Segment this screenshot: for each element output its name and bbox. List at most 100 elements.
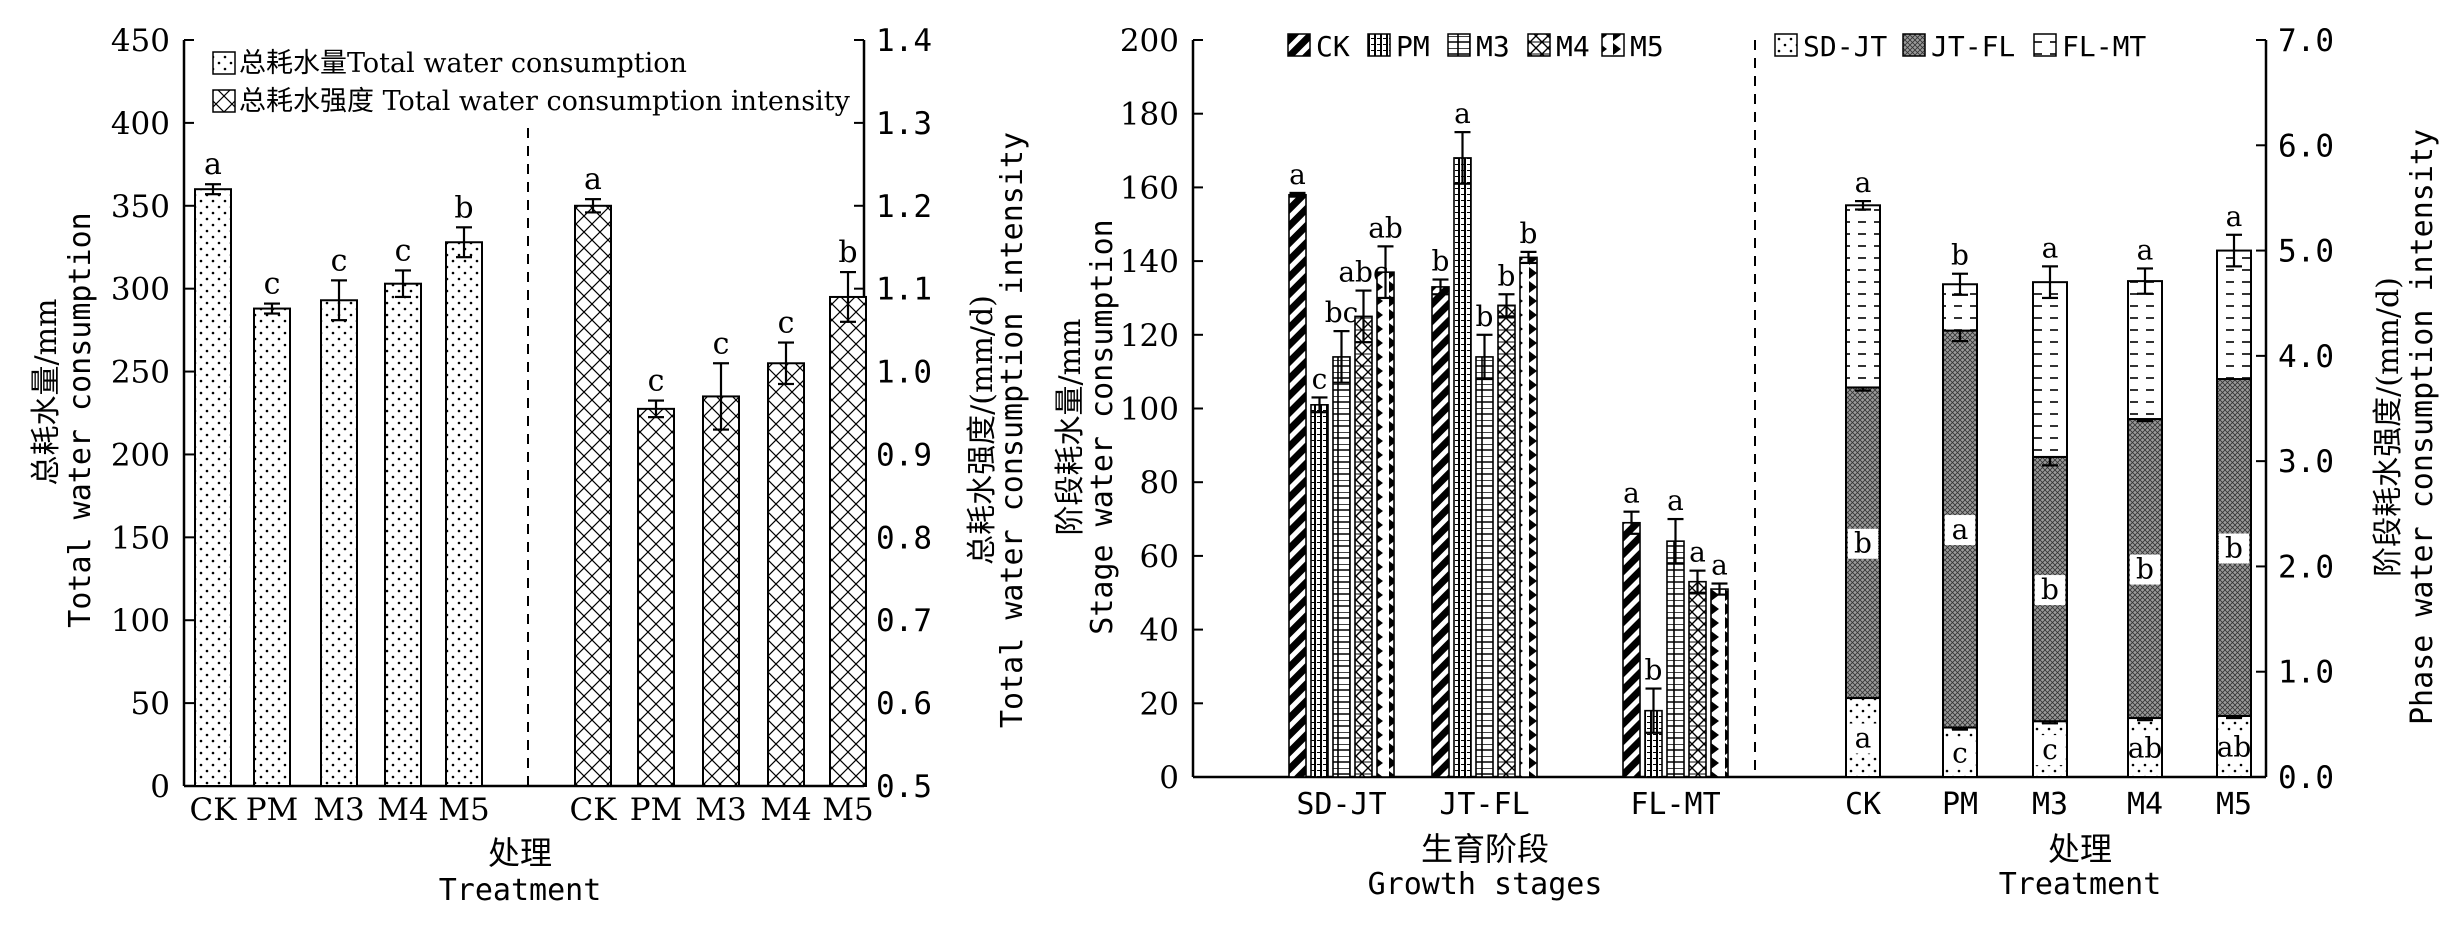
treatment-xlabel-cn: 处理	[2048, 830, 2112, 868]
significance-letter: b	[2225, 531, 2243, 564]
significance-letter: a	[1689, 536, 1706, 569]
left-y-tick-label: 250	[111, 355, 170, 391]
growth-stage-tick-label: FL-MT	[1630, 787, 1720, 822]
right-y2-tick-label: 6.0	[2278, 128, 2334, 164]
legend-label-m3: M3	[1476, 30, 1510, 63]
left-y-tick-label: 400	[111, 106, 170, 142]
left-x-tick-label: M5	[438, 792, 489, 828]
significance-letter: a	[1711, 549, 1728, 582]
left-y-tick-label: 50	[131, 686, 170, 722]
legend-swatch-ck	[1287, 33, 1311, 57]
left-y-tick-label: 150	[111, 520, 170, 556]
significance-letter: b	[1520, 217, 1538, 250]
left-y2label-en: Total water consumption intensity	[995, 132, 1030, 728]
bar-m5-fl-mt	[1710, 588, 1729, 778]
right-y-tick-label: 180	[1120, 97, 1179, 133]
left-y2-tick-label: 1.4	[876, 23, 932, 59]
letter-background	[1848, 723, 1878, 754]
letter-background	[2219, 732, 2249, 763]
treatment-tick-label: M5	[2216, 787, 2252, 822]
significance-letter: ab	[2128, 732, 2163, 765]
significance-letter: c	[1952, 736, 1968, 769]
bar-total-water-pm	[253, 307, 291, 787]
left-x-tick-label: PM	[630, 792, 683, 828]
left-y2-tick-label: 0.6	[876, 686, 932, 722]
significance-letter: b	[1854, 527, 1872, 560]
significance-letter: a	[1855, 722, 1872, 755]
significance-letter: a	[2226, 200, 2243, 233]
left-y-tick-label: 100	[111, 603, 170, 639]
significance-letter: c	[778, 306, 795, 341]
growth-stage-tick-label: JT-FL	[1439, 787, 1529, 822]
bar-m3-fl-mt	[1666, 540, 1685, 778]
significance-letter: bc	[1325, 296, 1359, 329]
bar-m4-sd-jt	[1354, 315, 1373, 778]
left-y2-tick-label: 0.8	[876, 520, 932, 556]
left-xlabel-en: Treatment	[439, 873, 602, 908]
right-ylabel-en: Stage water consumption	[1085, 219, 1120, 634]
left-y2-tick-label: 0.7	[876, 603, 932, 639]
bar-m3-sd-jt	[1332, 356, 1351, 778]
left-y2-tick-label: 1.1	[876, 272, 932, 308]
legend-label-fl-mt: FL-MT	[2062, 30, 2146, 63]
bar-m3-jt-fl	[1475, 356, 1494, 778]
bar-ck-jt-fl	[1431, 286, 1450, 778]
right-y-tick-label: 200	[1120, 23, 1179, 59]
left-panel: 0 50 100 150 200 250 300 350 400 450 0.5 0.6 0.7 0.8 0…	[111, 23, 932, 828]
stack-fl-mt-ck	[1845, 204, 1881, 389]
growth-stage-tick-label: SD-JT	[1296, 787, 1386, 822]
significance-letter: a	[1855, 166, 1872, 199]
significance-letter: b	[1951, 239, 1969, 272]
growth-stage-xlabel-cn: 生育阶段	[1421, 830, 1549, 868]
legend-label-jt-fl: JT-FL	[1931, 30, 2015, 63]
legend-label-m5: M5	[1630, 30, 1664, 63]
legend-label-ck: CK	[1316, 30, 1350, 63]
treatment-xlabel-en: Treatment	[1999, 867, 2162, 902]
left-x-tick-label: CK	[570, 792, 618, 828]
right-y2-tick-label: 1.0	[2278, 655, 2334, 691]
legend-swatch-sd-jt	[1774, 33, 1798, 57]
bar-total-water-m3	[320, 299, 358, 787]
legend-swatch-m3	[1447, 33, 1471, 57]
legend-swatch-diamond	[212, 89, 236, 113]
significance-letter: a	[584, 162, 602, 197]
left-x-tick-label: M3	[313, 792, 364, 828]
significance-letter: b	[1476, 300, 1494, 333]
significance-letter: a	[1289, 158, 1306, 191]
legend-swatch-pm	[1367, 33, 1391, 57]
bar-total-water-ck	[194, 188, 232, 787]
left-y2-tick-label: 1.0	[876, 355, 932, 391]
bar-ck-fl-mt	[1622, 521, 1641, 778]
letter-background	[2130, 554, 2160, 585]
significance-letter: a	[1952, 513, 1969, 546]
left-ylabel-en: Total water consumption	[63, 212, 98, 627]
bar-total-water-m5	[445, 241, 483, 787]
letter-background	[2130, 733, 2160, 764]
significance-letter: b	[2136, 553, 2154, 586]
left-y2-tick-label: 1.3	[876, 106, 932, 142]
right-y-tick-label: 160	[1120, 170, 1179, 206]
significance-letter: ab	[2217, 730, 2252, 763]
left-xlabel-cn: 处理	[488, 834, 552, 872]
letter-background	[2035, 735, 2065, 766]
left-y-tick-label: 450	[111, 23, 170, 59]
left-x-tick-label: PM	[246, 792, 299, 828]
significance-letter: a	[1667, 484, 1684, 517]
significance-letter: a	[204, 147, 222, 182]
significance-letter: ab	[1368, 211, 1403, 244]
right-ylabel-cn: 阶段耗水量/mm	[1053, 318, 1088, 535]
bar-total-intensity-m3	[702, 395, 740, 787]
left-x-tick-label: M5	[822, 792, 873, 828]
left-y-tick-label: 0	[150, 769, 170, 805]
treatment-tick-label: CK	[1845, 787, 1881, 822]
significance-letter: b	[454, 190, 473, 225]
stack-fl-mt-m4	[2127, 280, 2163, 421]
bar-total-intensity-m4	[767, 362, 805, 787]
left-x-tick-label: M4	[377, 792, 428, 828]
significance-letter: a	[1454, 97, 1471, 130]
right-y-tick-label: 120	[1120, 318, 1179, 354]
right-y2label-cn: 阶段耗水强度/(mm/d)	[2371, 277, 2406, 577]
right-y-tick-label: 0	[1159, 760, 1179, 796]
bar-pm-jt-fl	[1453, 157, 1472, 778]
growth-stage-xlabel-en: Growth stages	[1368, 867, 1603, 902]
